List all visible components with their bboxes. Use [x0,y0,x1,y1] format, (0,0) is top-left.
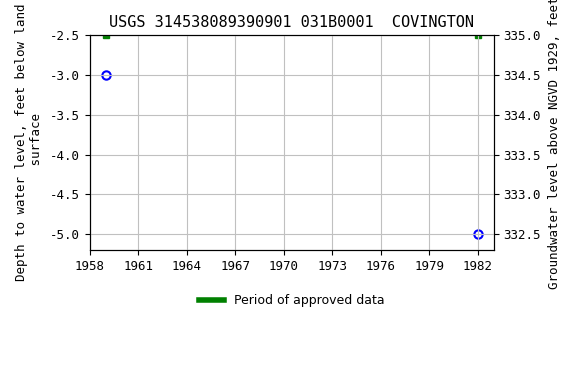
Legend: Period of approved data: Period of approved data [194,289,389,312]
Title: USGS 314538089390901 031B0001  COVINGTON: USGS 314538089390901 031B0001 COVINGTON [109,15,474,30]
Y-axis label: Groundwater level above NGVD 1929, feet: Groundwater level above NGVD 1929, feet [548,0,561,289]
Y-axis label: Depth to water level, feet below land
 surface: Depth to water level, feet below land su… [15,4,43,281]
